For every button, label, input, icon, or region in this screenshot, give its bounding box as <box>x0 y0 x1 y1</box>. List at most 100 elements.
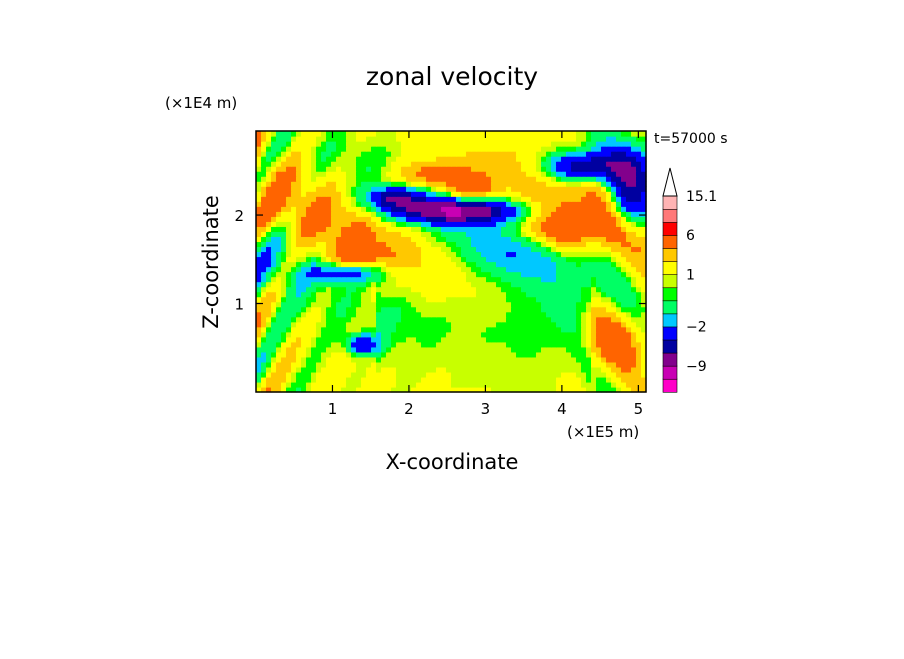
field-cell <box>546 201 552 207</box>
field-cell <box>421 171 427 177</box>
field-cell <box>346 236 352 243</box>
field-cell <box>546 266 552 273</box>
field-cell <box>371 276 377 283</box>
field-cell <box>346 316 352 323</box>
field-cell <box>316 356 322 363</box>
field-cell <box>496 371 502 378</box>
field-cell <box>496 166 502 172</box>
field-cell <box>371 361 377 368</box>
field-cell <box>591 251 597 258</box>
field-cell <box>256 331 262 338</box>
field-cell <box>296 381 302 388</box>
field-cell <box>566 311 572 318</box>
field-cell <box>281 326 287 333</box>
field-cell <box>351 146 357 152</box>
field-cell <box>256 156 262 162</box>
field-cell <box>501 211 507 217</box>
field-cell <box>516 386 522 393</box>
field-cell <box>551 226 557 232</box>
field-cell <box>571 326 577 333</box>
field-cell <box>426 136 432 142</box>
field-cell <box>286 241 292 248</box>
field-cell <box>316 241 322 248</box>
field-cell <box>601 226 607 232</box>
field-cell <box>631 371 637 378</box>
field-cell <box>411 311 417 318</box>
field-cell <box>261 231 267 237</box>
field-cell <box>546 301 552 308</box>
field-cell <box>561 216 567 222</box>
field-cell <box>306 236 312 243</box>
field-cell <box>461 376 467 383</box>
field-cell <box>426 291 432 298</box>
field-cell <box>301 301 307 308</box>
field-cell <box>391 141 397 147</box>
field-cell <box>471 316 477 323</box>
field-cell <box>491 281 497 288</box>
field-cell <box>571 281 577 288</box>
field-cell <box>376 241 382 248</box>
field-cell <box>531 266 537 273</box>
field-cell <box>561 246 567 253</box>
field-cell <box>481 166 487 172</box>
field-cell <box>276 176 282 182</box>
field-cell <box>376 181 382 187</box>
field-cell <box>591 256 597 263</box>
field-cell <box>426 266 432 273</box>
field-cell <box>321 221 327 227</box>
field-cell <box>351 281 357 288</box>
field-cell <box>371 346 377 353</box>
field-cell <box>611 286 617 293</box>
field-cell <box>611 231 617 237</box>
field-cell <box>576 251 582 258</box>
field-cell <box>376 371 382 378</box>
field-cell <box>291 376 297 383</box>
field-cell <box>356 371 362 378</box>
field-cell <box>356 291 362 298</box>
field-cell <box>381 371 387 378</box>
field-cell <box>441 151 447 157</box>
field-cell <box>546 386 552 393</box>
field-cell <box>641 376 647 383</box>
field-cell <box>256 361 262 368</box>
field-cell <box>326 191 332 197</box>
field-cell <box>641 186 647 192</box>
field-cell <box>621 201 627 207</box>
field-cell <box>361 341 367 348</box>
field-cell <box>631 131 637 137</box>
field-cell <box>541 376 547 383</box>
field-cell <box>256 266 262 273</box>
field-cell <box>466 221 472 227</box>
field-cell <box>346 161 352 167</box>
field-cell <box>576 136 582 142</box>
field-cell <box>636 326 642 333</box>
field-cell <box>586 226 592 232</box>
field-cell <box>491 156 497 162</box>
field-cell <box>516 311 522 318</box>
field-cell <box>501 301 507 308</box>
field-cell <box>276 191 282 197</box>
field-cell <box>366 221 372 227</box>
field-cell <box>311 196 317 202</box>
field-cell <box>486 381 492 388</box>
field-cell <box>361 326 367 333</box>
field-cell <box>391 286 397 293</box>
field-cell <box>451 176 457 182</box>
field-cell <box>546 341 552 348</box>
field-cell <box>516 371 522 378</box>
field-cell <box>636 181 642 187</box>
field-cell <box>261 206 267 212</box>
field-cell <box>336 216 342 222</box>
field-cell <box>426 286 432 293</box>
field-cell <box>541 211 547 217</box>
field-cell <box>376 321 382 328</box>
field-cell <box>406 156 412 162</box>
field-cell <box>326 266 332 273</box>
field-cell <box>381 176 387 182</box>
field-cell <box>606 181 612 187</box>
field-cell <box>506 226 512 232</box>
field-cell <box>461 371 467 378</box>
field-cell <box>551 341 557 348</box>
field-cell <box>346 176 352 182</box>
field-cell <box>421 356 427 363</box>
